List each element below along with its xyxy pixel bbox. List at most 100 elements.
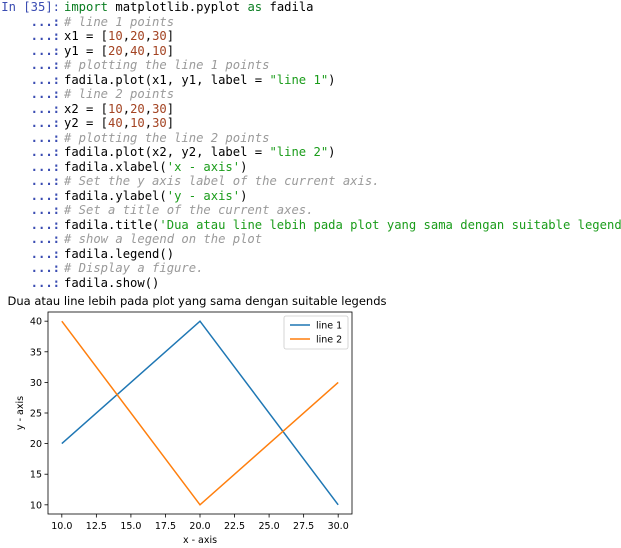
code-comment: # show a legend on the plot <box>64 232 263 246</box>
code-token: 'x - axis' <box>166 159 241 174</box>
code-token: ) <box>328 145 336 159</box>
code-token: 40 <box>108 116 123 130</box>
y-tick-label: 20 <box>30 439 42 450</box>
x-tick-label: 20.0 <box>189 521 210 532</box>
code-token: 20 <box>130 29 145 43</box>
y-tick-label: 25 <box>30 409 42 420</box>
chart-output: Dua atau line lebih pada plot yang sama … <box>7 294 386 546</box>
code-comment: # Set the y axis label of the current ax… <box>64 174 380 188</box>
continuation-prompt: ...: <box>30 116 60 130</box>
y-tick-label: 15 <box>30 470 42 481</box>
code-token: 10 <box>130 116 145 130</box>
code-source: # line 1 points <box>64 15 174 30</box>
code-source: fadila.show() <box>64 276 159 291</box>
code-token: import <box>64 0 109 14</box>
continuation-prompt: ...: <box>30 246 60 261</box>
continuation-prompt: ...: <box>30 14 60 29</box>
continuation-prompt: ...: <box>30 43 60 58</box>
code-source: y2 = [40,10,30] <box>64 116 174 131</box>
code-source: # Set the y axis label of the current ax… <box>64 174 380 189</box>
code-token: 30 <box>152 116 167 130</box>
series-line-2 <box>61 320 339 506</box>
code-token: fadila.xlabel( <box>64 159 167 174</box>
code-source: # Set a title of the current axes. <box>64 203 313 218</box>
code-token: 30 <box>152 29 167 43</box>
code-token: y2 = [ <box>64 116 109 130</box>
code-source: fadila.plot(x1, y1, label = "line 1") <box>64 73 336 88</box>
code-comment: # plotting the line 2 points <box>64 130 270 145</box>
code-token: fadila.plot(x1, y1, label = <box>64 72 270 87</box>
code-token: 20 <box>108 43 123 58</box>
code-source: # plotting the line 2 points <box>64 131 269 146</box>
code-token: 'y - axis' <box>166 188 241 203</box>
y-axis-label: y - axis <box>15 396 26 430</box>
code-source: fadila.plot(x2, y2, label = "line 2") <box>64 145 336 160</box>
x-tick-label: 10.0 <box>51 521 72 532</box>
code-source: import matplotlib.pyplot as fadila <box>64 0 314 15</box>
continuation-prompt: ...: <box>30 58 60 72</box>
x-tick-label: 22.5 <box>224 521 245 532</box>
code-token: fadila.title( <box>64 217 160 232</box>
chart-legend: line 1 line 2 <box>283 315 349 350</box>
x-axis-ticks: 10.0 12.5 15.0 17.5 20.0 22.5 25.0 27.5 30.0 <box>51 514 349 532</box>
code-source: # Display a figure. <box>64 261 203 276</box>
code-token: , <box>122 101 131 116</box>
code-token: 20 <box>130 101 145 116</box>
code-token: as <box>247 0 263 14</box>
continuation-prompt: ...: <box>30 203 60 217</box>
code-comment: # plotting the line 1 points <box>64 58 270 72</box>
y-tick-label: 10 <box>30 500 42 511</box>
continuation-prompt: ...: <box>30 275 60 290</box>
code-token: , <box>144 29 153 43</box>
code-token: ] <box>166 116 175 130</box>
x-tick-label: 12.5 <box>86 521 107 532</box>
code-source: # plotting the line 1 points <box>64 58 269 73</box>
code-token: fadila <box>262 0 314 14</box>
code-source: # line 2 points <box>64 87 174 102</box>
code-token: 10 <box>108 29 123 43</box>
code-token: matplotlib.pyplot <box>108 0 248 14</box>
code-token: ] <box>166 29 175 43</box>
code-source: # show a legend on the plot <box>64 232 262 247</box>
series-lines <box>61 320 339 506</box>
continuation-prompt: ...: <box>30 261 60 275</box>
continuation-prompt: ...: <box>30 101 60 116</box>
y-tick-label: 30 <box>30 378 42 389</box>
code-token: 10 <box>108 101 123 116</box>
code-token: x2 = [ <box>64 101 109 116</box>
code-source: fadila.ylabel('y - axis') <box>64 189 247 204</box>
code-source: fadila.title('Dua atau line lebih pada p… <box>64 218 621 233</box>
code-token: 30 <box>152 101 167 116</box>
x-tick-label: 15.0 <box>120 521 141 532</box>
code-token: fadila.legend() <box>64 246 175 261</box>
code-token: fadila.ylabel( <box>64 188 167 203</box>
legend-label: line 2 <box>316 335 342 346</box>
continuation-prompt: ...: <box>30 29 60 43</box>
code-source: x1 = [10,20,30] <box>64 29 174 44</box>
continuation-prompt: ...: <box>30 159 60 174</box>
code-token: "line 1" <box>269 72 329 87</box>
continuation-prompt: ...: <box>30 174 60 188</box>
chart-title: Dua atau line lebih pada plot yang sama … <box>7 294 386 308</box>
series-line-1 <box>61 320 339 506</box>
x-tick-label: 17.5 <box>155 521 176 532</box>
code-token: ) <box>240 159 248 174</box>
continuation-prompt: ...: <box>30 217 60 232</box>
continuation-prompt: ...: <box>30 87 60 101</box>
code-token: "line 2" <box>269 145 329 159</box>
y-axis-ticks: 10 15 20 25 30 35 40 <box>30 317 48 511</box>
y-tick-label: 40 <box>30 317 42 328</box>
code-token: y1 = [ <box>64 43 109 58</box>
code-comment: # line 2 points <box>64 87 175 101</box>
continuation-prompt: ...: <box>30 130 60 145</box>
code-token: x1 = [ <box>64 29 109 43</box>
code-token: , <box>144 101 153 116</box>
x-tick-label: 27.5 <box>293 521 314 532</box>
code-source: x2 = [10,20,30] <box>64 102 174 117</box>
continuation-prompt: ...: <box>30 72 60 87</box>
code-token: , <box>122 116 131 130</box>
code-comment: # line 1 points <box>64 14 175 29</box>
code-token: ] <box>166 43 175 58</box>
code-token: ] <box>166 101 175 116</box>
code-token: , <box>122 29 131 43</box>
